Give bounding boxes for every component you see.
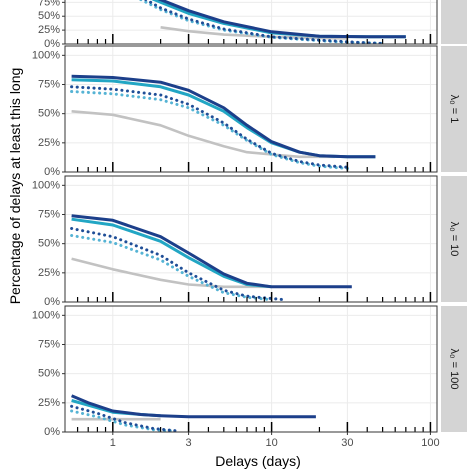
y-tick-label: 25% bbox=[38, 397, 60, 409]
y-tick-label: 50% bbox=[38, 108, 60, 120]
facet-strip-label: λ₀ = 1 bbox=[448, 95, 460, 124]
y-tick-label: 25% bbox=[38, 24, 60, 36]
series-line-navy-dotted bbox=[143, 0, 385, 44]
series-line-navy-dotted bbox=[70, 404, 178, 432]
y-tick-label: 100% bbox=[32, 179, 60, 191]
facet-strip bbox=[441, 0, 467, 44]
panel-3: λ₀ = 10 0% 25% 50% 75% 100% bbox=[32, 175, 467, 308]
y-tick-label: 50% bbox=[38, 368, 60, 380]
x-tick-label: 3 bbox=[186, 437, 192, 449]
y-tick-label: 50% bbox=[38, 10, 60, 22]
y-tick-label: 0% bbox=[44, 38, 60, 50]
panel-background bbox=[65, 176, 437, 302]
y-tick-label: 75% bbox=[38, 209, 60, 221]
panel-4: λ₀ = 100 0% 25% 50% 75% 100% bbox=[32, 305, 467, 438]
series-line-teal-dotted bbox=[70, 90, 349, 170]
x-tick-label: 10 bbox=[265, 437, 277, 449]
x-tick-label: 30 bbox=[341, 437, 353, 449]
panel-border bbox=[64, 175, 438, 303]
series-line-grey-solid bbox=[71, 110, 335, 159]
series-line-navy-solid bbox=[71, 394, 316, 419]
x-axis: 1 3 10 30 100 bbox=[110, 432, 440, 449]
y-tick-label: 100% bbox=[32, 309, 60, 321]
panels-layer: 0%25%50%75%λ₀ = 10%25%50%75%100%λ₀ = 100… bbox=[32, 0, 467, 438]
x-tick-label: 100 bbox=[421, 437, 439, 449]
y-tick-label: 50% bbox=[38, 238, 60, 250]
y-tick-label: 75% bbox=[38, 339, 60, 351]
panel-background bbox=[65, 46, 437, 172]
y-tick-label: 25% bbox=[38, 267, 60, 279]
y-tick-label: 0% bbox=[44, 426, 60, 438]
x-tick-label: 1 bbox=[110, 437, 116, 449]
series-line-navy-solid bbox=[71, 74, 376, 159]
facet-strip bbox=[441, 46, 467, 172]
y-tick-label: 75% bbox=[38, 79, 60, 91]
y-tick-label: 75% bbox=[38, 0, 60, 8]
y-tick-label: 100% bbox=[32, 49, 60, 61]
panel-1: 0% 25% 50% 75% bbox=[38, 0, 467, 50]
facet-strip-label: λ₀ = 100 bbox=[448, 349, 460, 390]
y-tick-label: 0% bbox=[44, 166, 60, 178]
panel-border bbox=[64, 305, 438, 433]
y-tick-label: 25% bbox=[38, 137, 60, 149]
facet-strip-label: λ₀ = 10 bbox=[448, 222, 460, 257]
panel-border bbox=[64, 45, 438, 173]
facet-strip bbox=[441, 306, 467, 432]
series-line-navy-dotted bbox=[70, 227, 286, 302]
series-line-navy-dotted bbox=[70, 85, 349, 169]
y-tick-label: 0% bbox=[44, 296, 60, 308]
series-line-navy-solid bbox=[157, 0, 406, 39]
series-group bbox=[70, 214, 352, 302]
series-group bbox=[70, 74, 376, 170]
panel-border bbox=[64, 0, 438, 45]
series-line-grey-solid bbox=[71, 257, 272, 289]
panel-2: λ₀ = 1 0% 25% 50% 75% 100% bbox=[32, 45, 467, 178]
facet-strip bbox=[441, 176, 467, 302]
y-axis-label: Percentage of delays at least this long bbox=[7, 68, 23, 305]
series-line-grey-solid bbox=[160, 26, 348, 40]
series-line-teal-dotted bbox=[139, 0, 385, 44]
series-group bbox=[70, 394, 316, 432]
series-line-navy-solid bbox=[71, 214, 352, 289]
x-axis-label: Delays (days) bbox=[215, 453, 301, 469]
series-group bbox=[139, 0, 406, 44]
panel-background bbox=[65, 306, 437, 432]
